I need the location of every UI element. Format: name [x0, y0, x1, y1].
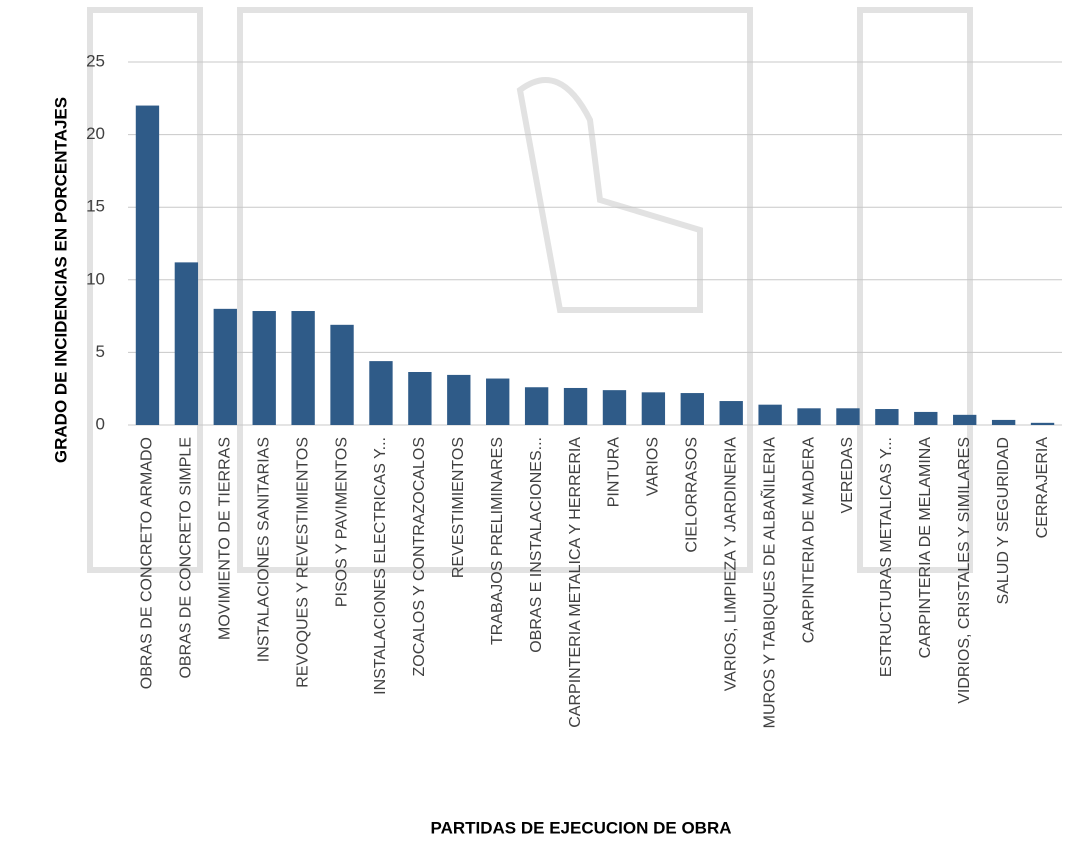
x-tick-label: INSTALACIONES ELECTRICAS Y... [372, 437, 389, 695]
x-tick-label: OBRAS E INSTALACIONES... [528, 437, 545, 653]
bar [836, 408, 860, 425]
bar [174, 262, 199, 425]
bar [524, 387, 549, 425]
bar [602, 390, 627, 425]
bar [369, 361, 393, 425]
bar [991, 419, 1016, 425]
bar [447, 374, 471, 425]
x-axis-title: PARTIDAS DE EJECUCION DE OBRA [431, 818, 732, 837]
bar [719, 401, 743, 425]
x-tick-label: CARPINTERIA DE MADERA [800, 437, 817, 644]
y-tick-label: 20 [86, 124, 105, 143]
bar [330, 324, 354, 425]
y-tick-label: 0 [96, 414, 105, 433]
bar [953, 414, 977, 425]
x-tick-label: ZOCALOS Y CONTRAZOCALOS [411, 437, 428, 676]
bar [641, 392, 666, 425]
bar [213, 308, 237, 425]
bar [875, 409, 899, 425]
y-tick-label: 5 [96, 342, 105, 361]
bar [252, 311, 276, 425]
bar [680, 393, 704, 425]
bar [408, 372, 432, 425]
x-tick-label: CIELORRASOS [684, 437, 701, 553]
x-tick-label: MOVIMIENTO DE TIERRAS [217, 437, 234, 640]
x-tick-label: INSTALACIONES SANITARIAS [255, 437, 272, 662]
x-tick-label: MUROS Y TABIQUES DE ALBAÑILERIA [758, 437, 778, 729]
x-tick-label: REVOQUES Y REVESTIMIENTOS [294, 437, 311, 688]
x-tick-label: VARIOS [645, 437, 662, 496]
y-tick-label: 25 [86, 51, 105, 70]
x-tick-label: CARPINTERIA METALICA Y HERRERIA [567, 437, 584, 728]
bar [914, 411, 938, 425]
watermark [87, 7, 973, 573]
x-tick-label: OBRAS DE CONCRETO SIMPLE [178, 437, 195, 679]
x-tick-label: REVESTIMIENTOS [450, 437, 467, 578]
x-tick-label: PINTURA [606, 437, 623, 508]
bar [135, 105, 160, 425]
bar [758, 404, 782, 425]
x-tick-label: VIDRIOS, CRISTALES Y SIMILARES [956, 437, 973, 704]
x-tick-label: OBRAS DE CONCRETO ARMADO [139, 437, 156, 689]
x-tick-label: ESTRUCTURAS METALICAS Y... [878, 437, 895, 677]
x-tick-label: VARIOS, LIMPIEZA Y JARDINERIA [722, 437, 739, 692]
bar [797, 408, 821, 425]
x-tick-label: VEREDAS [839, 437, 856, 513]
x-tick-label: PISOS Y PAVIMENTOS [333, 437, 350, 607]
x-tick-label: TRABAJOS PRELIMINARES [489, 437, 506, 645]
bar [486, 378, 510, 425]
bar [563, 387, 588, 425]
y-tick-label: 10 [86, 269, 105, 288]
bar [291, 311, 315, 425]
x-tick-label: SALUD Y SEGURIDAD [995, 437, 1012, 604]
x-tick-label: CARPINTERIA DE MELAMINA [917, 437, 934, 659]
bar [1030, 422, 1055, 425]
y-tick-label: 15 [86, 197, 105, 216]
x-tick-label: CERRAJERIA [1034, 437, 1051, 539]
y-axis-title: GRADO DE INCIDENCIAS EN PORCENTAJES [51, 97, 70, 463]
